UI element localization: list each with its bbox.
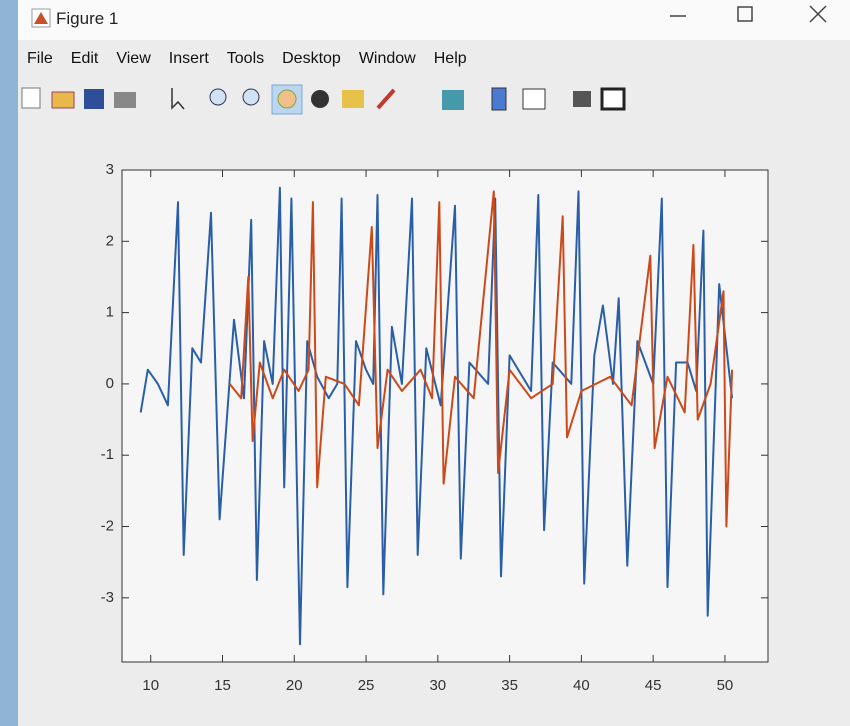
x-tick-label: 50 bbox=[717, 677, 734, 694]
x-tick-label: 15 bbox=[214, 677, 231, 694]
x-tick-label: 20 bbox=[286, 677, 303, 694]
x-tick-label: 45 bbox=[645, 677, 662, 694]
plot-area bbox=[122, 170, 768, 662]
x-tick-label: 40 bbox=[573, 677, 590, 694]
y-tick-label: 1 bbox=[106, 304, 114, 321]
y-tick-label: 2 bbox=[106, 232, 114, 249]
y-tick-label: -1 bbox=[101, 446, 114, 463]
x-tick-label: 10 bbox=[142, 677, 159, 694]
y-tick-label: -2 bbox=[101, 517, 114, 534]
y-tick-label: 3 bbox=[106, 161, 114, 178]
y-tick-label: -3 bbox=[101, 589, 114, 606]
x-tick-label: 35 bbox=[501, 677, 518, 694]
y-tick-label: 0 bbox=[106, 375, 114, 392]
chart: -3 -2 -1 0 1 2 3 10 15 20 25 30 35 40 45 50 bbox=[0, 0, 850, 726]
x-tick-label: 25 bbox=[358, 677, 375, 694]
x-tick-label: 30 bbox=[429, 677, 446, 694]
